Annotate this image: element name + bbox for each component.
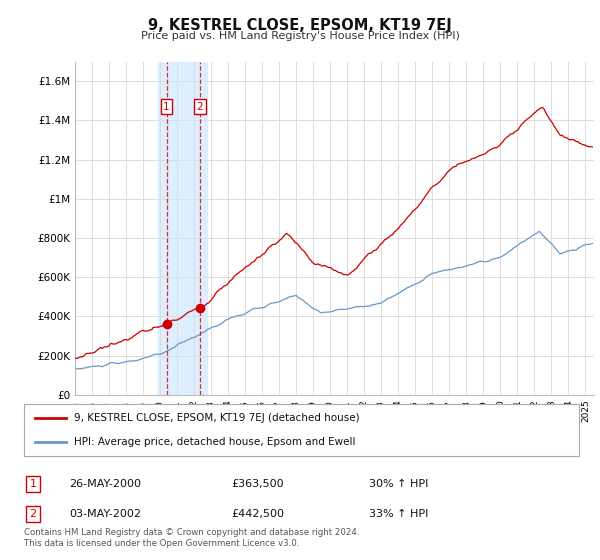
Text: 2: 2 xyxy=(29,509,37,519)
Text: 2: 2 xyxy=(196,101,203,111)
Text: 9, KESTREL CLOSE, EPSOM, KT19 7EJ (detached house): 9, KESTREL CLOSE, EPSOM, KT19 7EJ (detac… xyxy=(74,413,359,423)
Text: 1: 1 xyxy=(163,101,170,111)
Text: £442,500: £442,500 xyxy=(231,509,284,519)
Text: Contains HM Land Registry data © Crown copyright and database right 2024.
This d: Contains HM Land Registry data © Crown c… xyxy=(24,528,359,548)
Text: HPI: Average price, detached house, Epsom and Ewell: HPI: Average price, detached house, Epso… xyxy=(74,437,355,447)
Text: £363,500: £363,500 xyxy=(231,479,284,489)
Text: Price paid vs. HM Land Registry's House Price Index (HPI): Price paid vs. HM Land Registry's House … xyxy=(140,31,460,41)
Bar xyxy=(158,62,207,395)
Text: 03-MAY-2002: 03-MAY-2002 xyxy=(69,509,141,519)
Text: 33% ↑ HPI: 33% ↑ HPI xyxy=(369,509,428,519)
Text: 1: 1 xyxy=(29,479,37,489)
Text: 26-MAY-2000: 26-MAY-2000 xyxy=(69,479,141,489)
Text: 30% ↑ HPI: 30% ↑ HPI xyxy=(369,479,428,489)
Text: 9, KESTREL CLOSE, EPSOM, KT19 7EJ: 9, KESTREL CLOSE, EPSOM, KT19 7EJ xyxy=(148,18,452,33)
